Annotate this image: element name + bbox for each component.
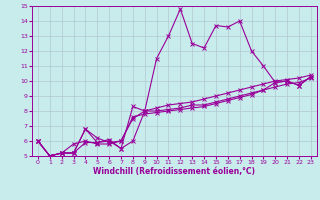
X-axis label: Windchill (Refroidissement éolien,°C): Windchill (Refroidissement éolien,°C) <box>93 167 255 176</box>
